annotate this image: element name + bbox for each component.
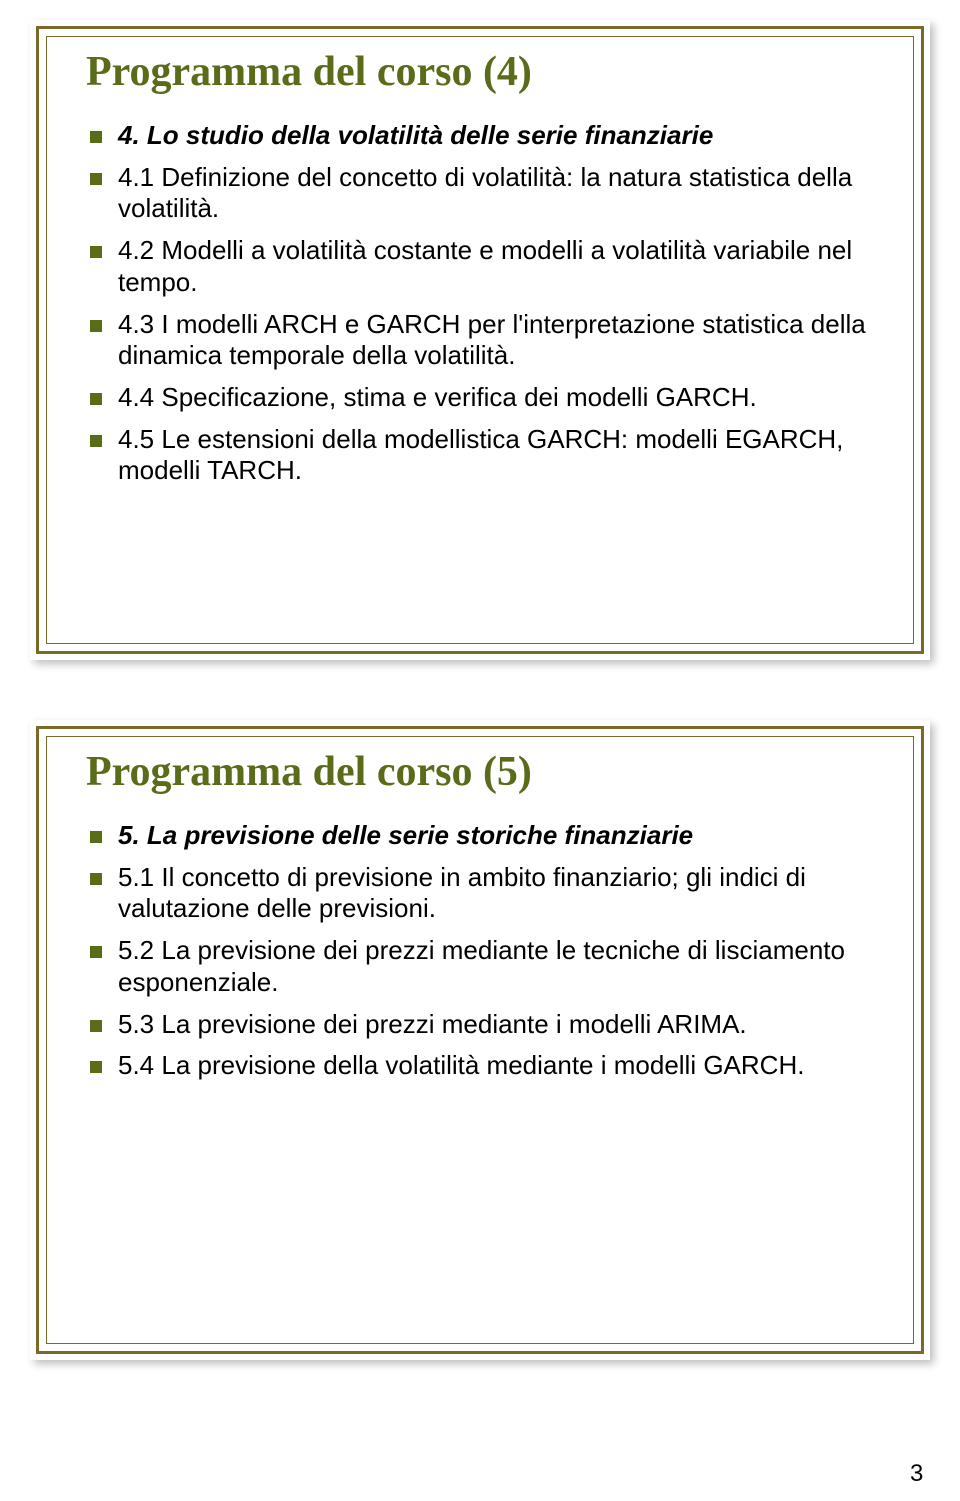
- slide-title: Programma del corso (4): [78, 48, 882, 96]
- list-item: 4. Lo studio della volatilità delle seri…: [90, 120, 882, 152]
- list-item: 4.2 Modelli a volatilità costante e mode…: [90, 235, 882, 298]
- list-item: 5.2 La previsione dei prezzi mediante le…: [90, 935, 882, 998]
- slide-items: 5. La previsione delle serie storiche fi…: [90, 820, 882, 1082]
- list-item: 4.5 Le estensioni della modellistica GAR…: [90, 424, 882, 487]
- list-item: 4.1 Definizione del concetto di volatili…: [90, 162, 882, 225]
- page-number: 3: [910, 1460, 923, 1488]
- slide-1: Programma del corso (4) 4. Lo studio del…: [30, 20, 930, 660]
- list-item: 4.3 I modelli ARCH e GARCH per l'interpr…: [90, 309, 882, 372]
- list-item: 5. La previsione delle serie storiche fi…: [90, 820, 882, 852]
- slide-2: Programma del corso (5) 5. La previsione…: [30, 720, 930, 1360]
- slide-items: 4. Lo studio della volatilità delle seri…: [90, 120, 882, 487]
- list-item: 5.4 La previsione della volatilità media…: [90, 1050, 882, 1082]
- slide-title: Programma del corso (5): [78, 748, 882, 796]
- list-item: 4.4 Specificazione, stima e verifica dei…: [90, 382, 882, 414]
- list-item: 5.1 Il concetto di previsione in ambito …: [90, 862, 882, 925]
- list-item: 5.3 La previsione dei prezzi mediante i …: [90, 1009, 882, 1041]
